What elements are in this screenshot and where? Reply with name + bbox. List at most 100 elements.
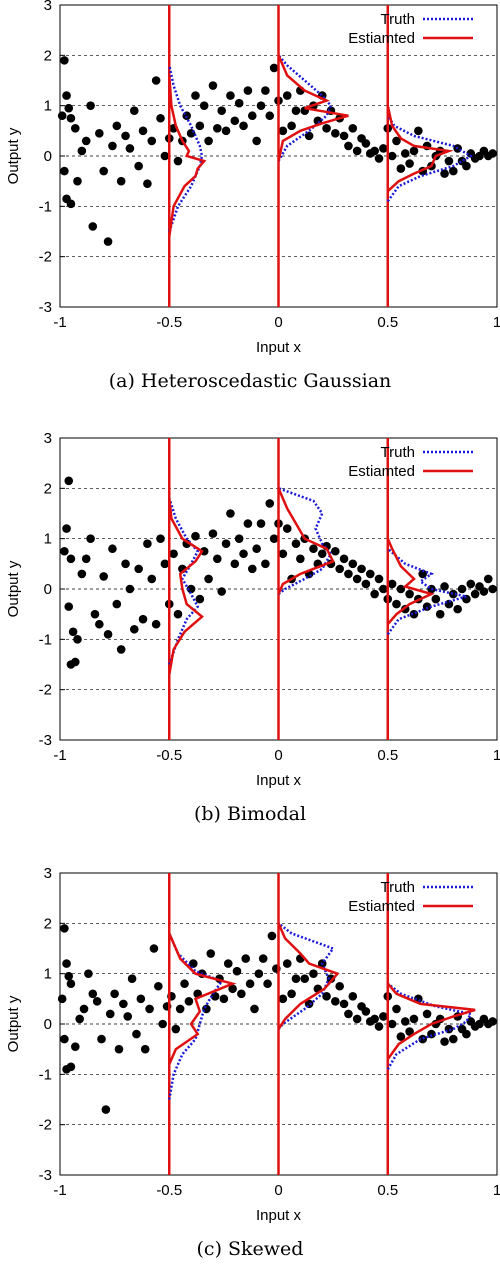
x-axis-label: Input x <box>256 339 302 356</box>
data-point <box>125 584 135 594</box>
data-point <box>138 614 148 624</box>
data-point <box>344 569 353 579</box>
y-tick-label: 0 <box>44 1016 52 1033</box>
y-tick-label: -2 <box>39 249 52 266</box>
data-point <box>457 584 467 594</box>
figure-caption: (a) Heteroscedastic Gaussian <box>109 370 392 392</box>
data-point <box>247 111 257 121</box>
data-point <box>252 544 261 554</box>
data-point <box>267 931 277 941</box>
data-point <box>112 599 122 609</box>
data-point <box>112 121 122 131</box>
data-point <box>241 954 251 963</box>
data-point <box>156 534 165 543</box>
x-tick-label: -1 <box>53 747 66 764</box>
data-point <box>70 124 80 133</box>
data-point <box>103 237 113 246</box>
data-point <box>221 539 231 548</box>
truth-density-curve <box>168 932 224 1100</box>
data-point <box>348 992 358 1001</box>
data-point <box>291 106 301 115</box>
data-point <box>199 101 209 110</box>
data-point <box>121 131 130 141</box>
data-point <box>282 959 292 968</box>
data-point <box>116 176 126 186</box>
data-point <box>344 141 353 151</box>
y-tick-label: 1 <box>44 98 52 115</box>
data-point <box>70 657 80 667</box>
data-point <box>125 144 135 153</box>
data-point <box>309 969 318 978</box>
data-point <box>361 579 371 589</box>
legend-estimated-label: Estiamted <box>348 463 415 480</box>
legend: Truth Estiamted <box>348 11 473 47</box>
data-point <box>348 559 358 569</box>
data-point <box>66 979 76 989</box>
x-tick-label: -0.5 <box>156 314 182 331</box>
data-point <box>254 969 264 978</box>
data-point <box>88 989 98 999</box>
data-point <box>331 129 340 138</box>
truth-density-curve <box>168 498 200 665</box>
data-point <box>145 1004 154 1014</box>
data-point <box>134 564 143 574</box>
data-point <box>217 106 226 115</box>
data-point <box>479 587 489 596</box>
data-point <box>269 534 279 543</box>
data-point <box>422 602 432 611</box>
data-point <box>75 1014 84 1024</box>
data-point <box>64 971 74 981</box>
data-point <box>265 111 275 121</box>
data-point <box>173 156 183 166</box>
data-point <box>147 574 157 584</box>
data-point <box>296 554 305 564</box>
y-tick-label: -3 <box>39 1167 52 1184</box>
data-point <box>287 121 296 131</box>
data-point <box>182 111 192 121</box>
data-point <box>245 979 255 989</box>
data-point <box>92 997 102 1006</box>
data-point <box>265 499 275 508</box>
y-tick-label: 2 <box>44 480 52 497</box>
data-point <box>396 164 406 173</box>
data-point <box>374 154 384 163</box>
data-point <box>171 1024 181 1034</box>
data-point <box>339 554 349 564</box>
data-point <box>68 627 78 637</box>
y-tick-label: -1 <box>39 1066 52 1083</box>
data-point <box>84 969 93 978</box>
data-point <box>488 584 497 594</box>
data-point <box>208 81 218 90</box>
data-point <box>365 569 375 579</box>
x-tick-label: 0.5 <box>377 314 398 331</box>
truth-density-curve <box>277 54 333 162</box>
data-point <box>90 609 100 619</box>
data-point <box>374 574 384 584</box>
data-point <box>230 116 240 126</box>
data-point <box>81 554 91 564</box>
data-point <box>291 974 301 983</box>
data-point <box>422 1009 432 1019</box>
data-point <box>396 1032 406 1041</box>
data-point <box>449 1034 458 1044</box>
data-point <box>64 476 74 486</box>
data-point <box>300 974 310 983</box>
data-point <box>217 587 226 596</box>
data-point <box>335 981 344 991</box>
data-point <box>282 91 292 100</box>
data-point <box>263 979 272 989</box>
data-point <box>239 121 248 131</box>
data-point <box>101 1105 111 1114</box>
figure-caption: (c) Skewed <box>197 1238 304 1260</box>
x-tick-label: 1 <box>493 747 500 764</box>
data-point <box>62 91 71 100</box>
y-tick-label: 1 <box>44 531 52 548</box>
data-point <box>154 981 163 991</box>
data-point <box>449 589 458 599</box>
data-point <box>453 604 462 614</box>
data-point <box>339 131 349 141</box>
data-point <box>361 1007 371 1016</box>
data-point <box>237 989 246 999</box>
data-point <box>261 559 270 569</box>
data-point <box>204 136 213 146</box>
